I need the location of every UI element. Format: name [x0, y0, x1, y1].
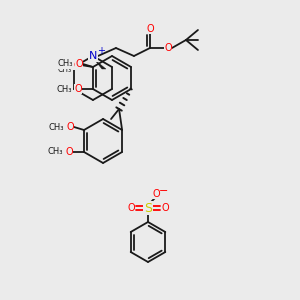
Text: CH₃: CH₃ [56, 85, 72, 94]
Text: O: O [66, 122, 74, 132]
Text: CH₃: CH₃ [57, 59, 73, 68]
Text: CH₃: CH₃ [58, 65, 72, 74]
Text: CH₃: CH₃ [48, 122, 64, 131]
Text: +: + [97, 46, 105, 56]
Text: O: O [75, 59, 83, 69]
Text: CH₃: CH₃ [47, 148, 63, 157]
Text: O: O [65, 147, 73, 157]
Text: O: O [127, 203, 135, 213]
Text: O: O [146, 24, 154, 34]
Text: O: O [152, 189, 160, 199]
Text: −: − [159, 186, 169, 196]
Text: N: N [89, 51, 97, 61]
Text: S: S [144, 202, 152, 214]
Polygon shape [94, 59, 106, 69]
Text: O: O [164, 43, 172, 53]
Text: O: O [61, 58, 68, 68]
Text: O: O [161, 203, 169, 213]
Text: O: O [74, 84, 82, 94]
Text: O: O [74, 61, 80, 70]
